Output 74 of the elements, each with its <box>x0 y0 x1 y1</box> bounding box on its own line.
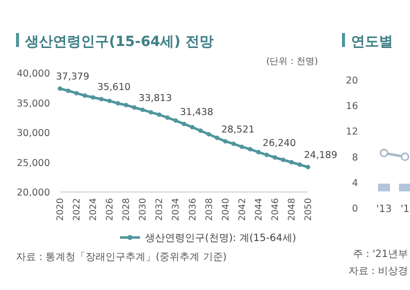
point <box>190 124 194 130</box>
x-tick-label: '1 <box>400 204 410 215</box>
point <box>116 101 120 106</box>
point <box>90 95 96 100</box>
point <box>264 152 269 158</box>
y-tick-label: 12 <box>346 126 358 138</box>
data-label: 26,240 <box>262 138 296 149</box>
point <box>82 93 87 98</box>
y-tick-label: 20 <box>346 76 358 86</box>
data-label: 35,610 <box>97 82 131 94</box>
y-tick-label: 40,000 <box>16 68 50 80</box>
x-tick-label: 2032 <box>155 198 166 221</box>
x-tick-label: 2038 <box>204 198 215 221</box>
chart-title: 생산연령인구(15-64세) 전망 <box>24 34 214 50</box>
point <box>306 164 310 170</box>
x-tick-label: 2030 <box>138 198 149 221</box>
x-tick-label: 2022 <box>72 198 83 221</box>
point <box>198 128 203 133</box>
point <box>298 162 302 167</box>
x-tick-label: 2028 <box>122 198 132 221</box>
chart-title: 연도별 <box>351 34 393 50</box>
point <box>148 110 154 114</box>
x-tick-label: 2026 <box>106 198 116 221</box>
x-tick-label: 2046 <box>270 198 281 221</box>
y-tick-label: 16 <box>346 101 358 112</box>
text: 주 : '21년부 <box>352 249 408 260</box>
y-tick-label: 0 <box>352 204 358 214</box>
point <box>132 105 137 110</box>
data-label: 31,438 <box>180 106 214 118</box>
legend-label: 생산연령인구(천명): 계(15-64세) <box>145 233 296 244</box>
point <box>107 98 112 104</box>
x-tick-label: 2050 <box>304 198 314 221</box>
point <box>174 118 178 123</box>
point <box>165 115 170 120</box>
data-label: 37,379 <box>56 72 90 83</box>
y-tick-label: 35,000 <box>16 98 50 110</box>
y-tick-label: 25,000 <box>16 158 50 169</box>
point <box>289 160 294 164</box>
x-tick-label: 2040 <box>221 198 232 221</box>
x-tick-label: 2034 <box>172 198 182 221</box>
point <box>256 150 261 154</box>
point <box>66 88 70 94</box>
text: 자료 : 비상경 <box>348 266 408 277</box>
point <box>214 136 220 140</box>
point <box>74 91 79 96</box>
text: 자료 : 통계청「장래인구추계」(중위추계 기준) <box>16 251 227 263</box>
point <box>281 158 286 162</box>
point <box>99 96 104 102</box>
data-label: 24,189 <box>304 150 338 162</box>
x-tick-label: 2044 <box>254 198 264 221</box>
point <box>58 86 62 91</box>
data-label: 28,521 <box>221 124 255 136</box>
text: (단위 : 천명) <box>266 57 318 67</box>
point <box>240 144 244 149</box>
point <box>248 146 252 152</box>
point <box>231 142 236 146</box>
point <box>272 155 278 160</box>
point <box>157 112 162 117</box>
point <box>140 108 145 112</box>
y-tick-label: 4 <box>352 178 358 189</box>
x-tick-label: 2020 <box>56 198 66 221</box>
point <box>182 122 186 126</box>
x-tick-label: 2042 <box>238 198 248 221</box>
y-tick-label: 8 <box>352 152 358 164</box>
y-tick-label: 20,000 <box>16 188 50 198</box>
data-label: 33,813 <box>138 92 172 104</box>
point <box>206 132 211 136</box>
x-tick-label: '13 <box>376 204 392 215</box>
point <box>124 102 128 108</box>
x-tick-label: 2024 <box>89 198 100 221</box>
x-tick-label: 2048 <box>287 198 298 221</box>
x-tick-label: 2036 <box>188 198 198 221</box>
point <box>223 139 228 144</box>
y-tick-label: 30,000 <box>16 128 50 139</box>
